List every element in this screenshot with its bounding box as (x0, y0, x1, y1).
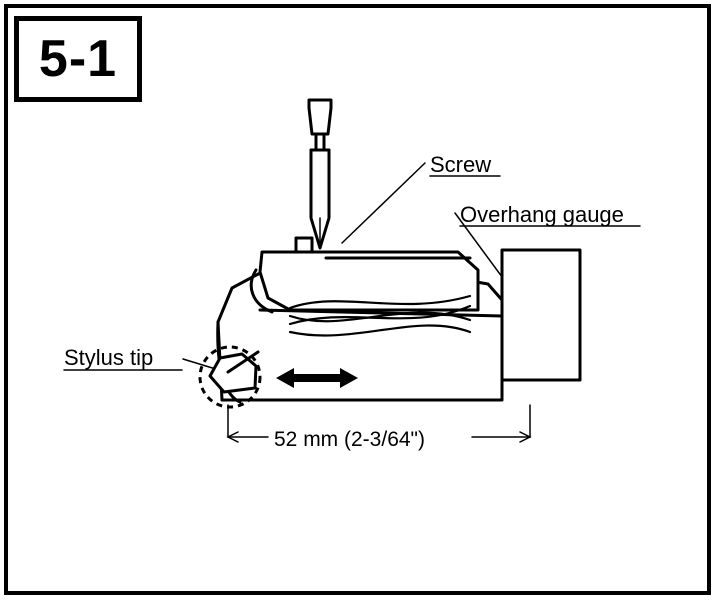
cartridge-diagram (0, 0, 717, 601)
